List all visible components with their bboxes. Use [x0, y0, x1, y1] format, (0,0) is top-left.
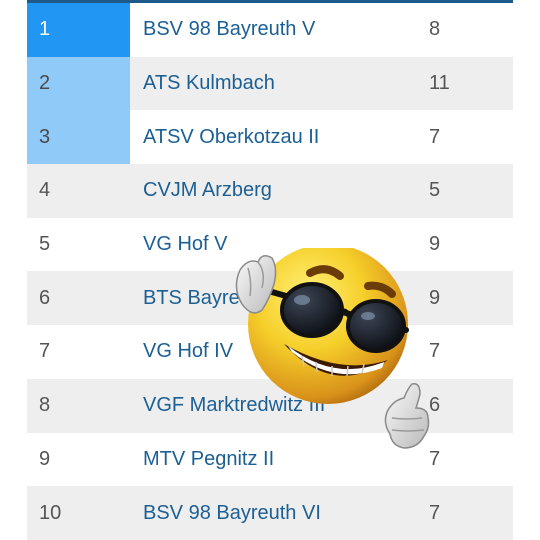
team-link[interactable]: ATSV Oberkotzau II: [143, 125, 320, 148]
points-cell: 7: [429, 125, 441, 148]
rank-cell: 1: [27, 3, 130, 57]
points-cell: 11: [429, 72, 450, 95]
table-row[interactable]: 10 BSV 98 Bayreuth VI 7: [27, 486, 513, 540]
points-cell: 9: [429, 286, 441, 309]
rank-cell: 7: [39, 340, 51, 363]
rank-cell: 4: [39, 179, 51, 202]
team-link[interactable]: VG Hof V: [143, 233, 228, 256]
points-cell: 7: [429, 340, 441, 363]
team-link[interactable]: BSV 98 Bayreuth V: [143, 18, 316, 41]
team-link[interactable]: ATS Kulmbach: [143, 72, 275, 95]
table-row[interactable]: 1 BSV 98 Bayreuth V 8: [27, 3, 513, 57]
rank-cell: 9: [39, 447, 51, 470]
points-cell: 7: [429, 447, 441, 470]
rank-cell: 10: [39, 501, 62, 524]
table-row[interactable]: 4 CVJM Arzberg 5: [27, 164, 513, 218]
rank-cell: 5: [39, 233, 51, 256]
table-row[interactable]: 9 MTV Pegnitz II 7: [27, 432, 513, 487]
team-link[interactable]: BSV 98 Bayreuth VI: [143, 501, 321, 524]
points-cell: 7: [429, 501, 441, 524]
points-cell: 8: [429, 18, 441, 41]
team-link[interactable]: CVJM Arzberg: [143, 179, 272, 202]
team-link[interactable]: MTV Pegnitz II: [143, 447, 275, 470]
table-top-border: [27, 0, 513, 3]
table-row[interactable]: 8 VGF Marktredwitz III 6: [27, 378, 513, 433]
rank-cell: 2: [27, 56, 130, 111]
rank-cell: 8: [39, 394, 51, 417]
rank-cell: 6: [39, 286, 51, 309]
team-link[interactable]: VGF Marktredwitz III: [143, 394, 326, 417]
rank-cell: 3: [27, 110, 130, 165]
points-cell: 9: [429, 233, 441, 256]
sunglasses-thumbs-up-emoji-icon: [235, 248, 430, 449]
points-cell: 6: [429, 394, 441, 417]
table-row[interactable]: 2 ATS Kulmbach 11: [27, 56, 513, 111]
points-cell: 5: [429, 179, 441, 202]
team-link[interactable]: VG Hof IV: [143, 340, 234, 363]
table-row[interactable]: 3 ATSV Oberkotzau II 7: [27, 110, 513, 165]
